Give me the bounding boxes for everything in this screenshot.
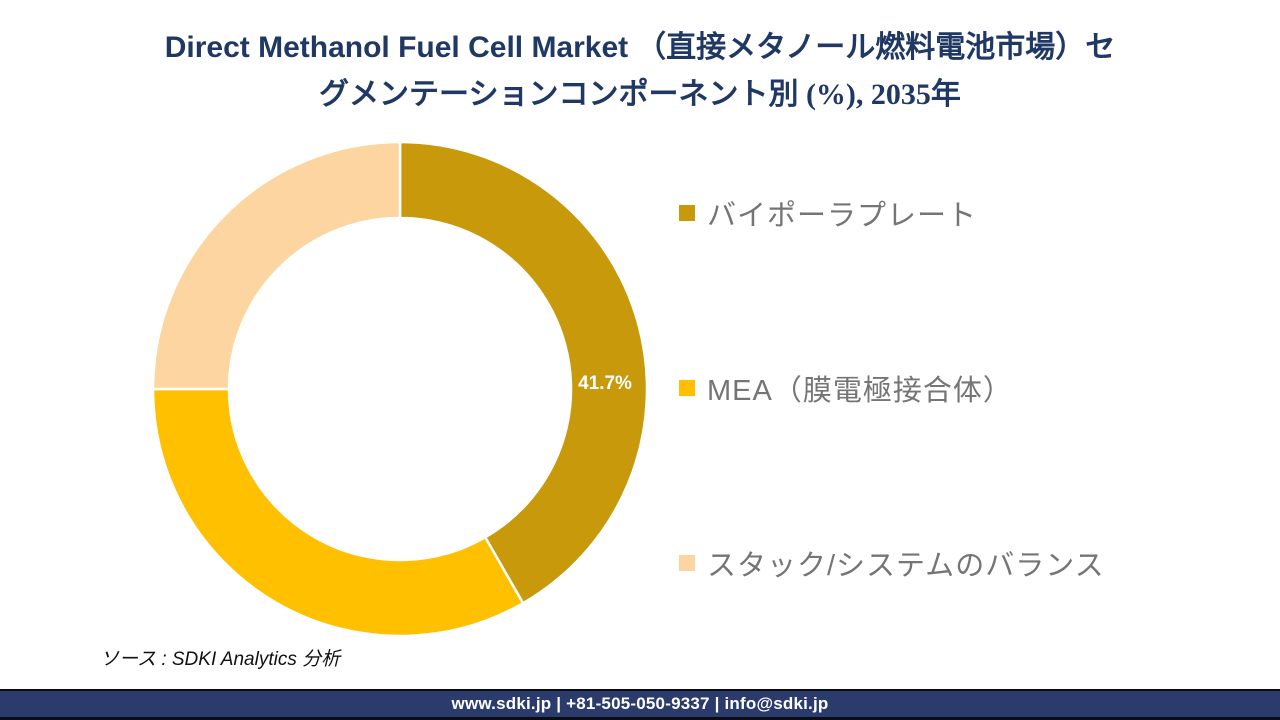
legend-item-label: バイポーラプレート bbox=[707, 200, 978, 232]
chart-title-line2: グメンテーションコンポーネント別 (%), 2035年 bbox=[319, 78, 961, 111]
legend-swatch-icon bbox=[679, 205, 695, 221]
chart-title-line1: Direct Methanol Fuel Cell Market （直接メタノール… bbox=[0, 24, 1280, 71]
footer-bar: www.sdki.jp | +81-505-050-9337 | info@sd… bbox=[0, 689, 1280, 720]
slice-data-label: 41.7% bbox=[578, 373, 632, 394]
legend-item-label: スタック/システムのバランス bbox=[707, 550, 1105, 582]
legend-swatch-icon bbox=[679, 555, 695, 571]
chart-title-japanese: （直接メタノール燃料電池市場）セ bbox=[636, 31, 1116, 64]
donut-slice-2 bbox=[151, 140, 402, 391]
legend-item-0: バイポーラプレート bbox=[679, 195, 1105, 232]
donut-slice-0 bbox=[398, 140, 649, 605]
chart-legend: バイポーラプレート MEA（膜電極接合体） スタック/システムのバランス bbox=[679, 195, 1105, 582]
chart-title: Direct Methanol Fuel Cell Market （直接メタノール… bbox=[0, 24, 1280, 118]
legend-item-2: スタック/システムのバランス bbox=[679, 545, 1105, 582]
chart-title-english: Direct Methanol Fuel Cell Market bbox=[164, 31, 629, 64]
source-note: ソース : SDKI Analytics 分析 bbox=[100, 649, 341, 670]
legend-item-1: MEA（膜電極接合体） bbox=[679, 370, 1105, 407]
donut-chart-svg bbox=[151, 140, 649, 638]
donut-chart: 41.7% bbox=[150, 139, 650, 639]
footer-contact-text: www.sdki.jp | +81-505-050-9337 | info@sd… bbox=[451, 694, 829, 713]
legend-item-label: MEA（膜電極接合体） bbox=[707, 375, 1013, 407]
donut-slice-1 bbox=[151, 387, 525, 638]
legend-swatch-icon bbox=[679, 380, 695, 396]
